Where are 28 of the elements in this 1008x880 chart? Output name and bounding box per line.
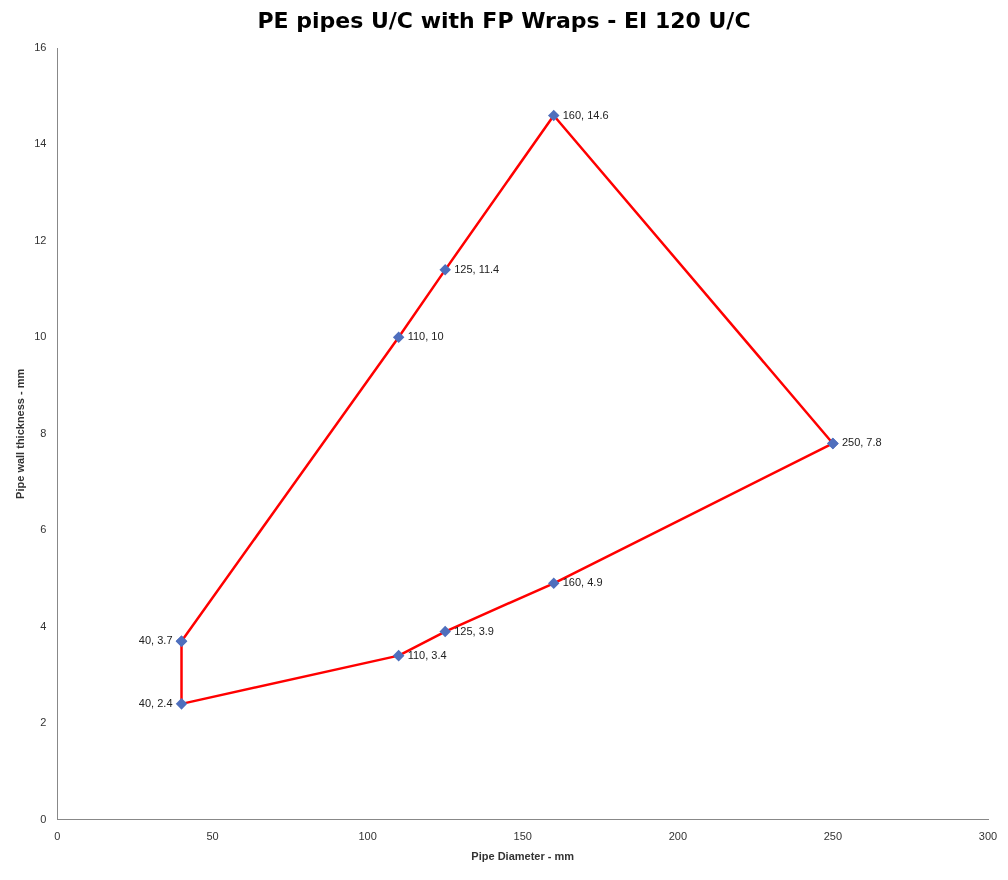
y-tick-label: 12	[34, 233, 47, 246]
x-tick-label: 50	[206, 830, 219, 843]
data-label: 160, 14.6	[562, 108, 609, 121]
data-label: 40, 2.4	[138, 696, 173, 709]
x-tick-label: 100	[358, 830, 377, 843]
y-axis-title: Pipe wall thickness - mm	[13, 368, 26, 499]
y-tick-label: 2	[40, 716, 47, 729]
x-tick-label: 200	[668, 830, 687, 843]
data-label: 250, 7.8	[841, 436, 882, 449]
x-tick-label: 300	[978, 830, 998, 843]
x-axis-title: Pipe Diameter - mm	[471, 850, 575, 863]
y-tick-label: 4	[40, 619, 47, 632]
data-label: 125, 11.4	[454, 262, 500, 275]
data-label: 110, 3.4	[407, 648, 447, 661]
data-label: 40, 3.7	[138, 634, 173, 647]
data-label: 110, 10	[407, 330, 444, 343]
y-tick-label: 16	[34, 41, 47, 54]
x-tick-label: 0	[54, 830, 61, 843]
y-tick-label: 8	[40, 426, 47, 439]
data-label: 125, 3.9	[454, 624, 494, 637]
x-tick-label: 150	[513, 830, 532, 843]
x-tick-label: 250	[823, 830, 843, 843]
chart-title: PE pipes U/C with FP Wraps - EI 120 U/C	[256, 8, 752, 35]
y-tick-label: 6	[40, 523, 47, 536]
y-tick-label: 10	[34, 330, 47, 343]
y-tick-label: 14	[34, 137, 47, 150]
y-tick-label: 0	[40, 812, 47, 825]
data-label: 160, 4.9	[562, 576, 603, 589]
